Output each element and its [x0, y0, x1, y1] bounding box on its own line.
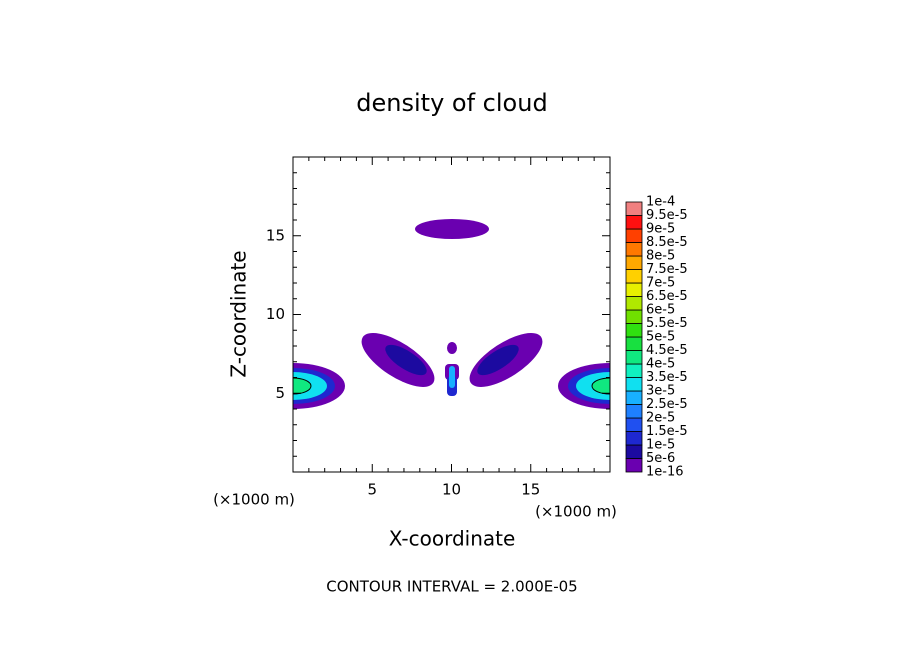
plot-frame: [292, 156, 611, 473]
colorbar-label: 2.5e-5: [646, 397, 688, 412]
colorbar-box: [625, 390, 643, 405]
y-tick-label: 15: [266, 226, 285, 244]
colorbar-label: 3e-5: [646, 384, 675, 399]
colorbar-box: [625, 228, 643, 243]
edge-cloud: [293, 363, 345, 409]
colorbar-label: 6.5e-5: [646, 289, 688, 304]
footer: CONTOUR INTERVAL = 2.000E-05: [326, 578, 577, 596]
x-tick-label: 10: [442, 481, 461, 499]
colorbar-box: [625, 323, 643, 338]
colorbar-label: 6e-5: [646, 303, 675, 318]
colorbar-label: 7.5e-5: [646, 262, 688, 277]
colorbar-label: 9.5e-5: [646, 208, 688, 223]
colorbar-box: [625, 282, 643, 297]
edge-cloud: [558, 363, 610, 409]
x-unit: (×1000 m): [535, 503, 617, 521]
colorbar-box: [625, 458, 643, 473]
colorbar-box: [625, 431, 643, 446]
colorbar-label: 4e-5: [646, 357, 675, 372]
cloud-region: [449, 366, 455, 388]
colorbar-label: 1e-16: [646, 465, 684, 480]
colorbar-label: 8e-5: [646, 249, 675, 264]
colorbar-box: [625, 377, 643, 392]
y-tick-label: 5: [275, 384, 285, 402]
contour-field: [293, 219, 610, 409]
cloud-region: [447, 342, 457, 354]
y-tick-label: 10: [266, 305, 285, 323]
colorbar-box: [625, 215, 643, 230]
colorbar-label: 1e-4: [646, 195, 675, 210]
colorbar-box: [625, 255, 643, 270]
y-axis-label: Z-coordinate: [227, 250, 251, 377]
colorbar-box: [625, 350, 643, 365]
colorbar-label: 8.5e-5: [646, 235, 688, 250]
cloud-region: [415, 219, 489, 239]
x-tick-label: 15: [521, 481, 540, 499]
colorbar-label: 1e-5: [646, 438, 675, 453]
colorbar-box: [625, 296, 643, 311]
y-unit: (×1000 m): [213, 491, 295, 509]
colorbar-box: [625, 404, 643, 419]
colorbar-box: [625, 242, 643, 257]
colorbar-box: [625, 363, 643, 378]
colorbar-label: 5e-5: [646, 330, 675, 345]
colorbar-box: [625, 309, 643, 324]
colorbar-box: [625, 269, 643, 284]
colorbar-label: 4.5e-5: [646, 343, 688, 358]
colorbar-label: 3.5e-5: [646, 370, 688, 385]
colorbar-label: 5e-6: [646, 451, 675, 466]
colorbar-label: 5.5e-5: [646, 316, 688, 331]
x-axis-label: X-coordinate: [389, 527, 516, 551]
chart-title: density of cloud: [356, 89, 547, 117]
colorbar-label: 1.5e-5: [646, 424, 688, 439]
colorbar-label: 7e-5: [646, 276, 675, 291]
colorbar-box: [625, 444, 643, 459]
colorbar-box: [625, 417, 643, 432]
colorbar-box: [625, 336, 643, 351]
colorbar-label: 2e-5: [646, 411, 675, 426]
cloud-region: [477, 344, 519, 376]
colorbar-box: [625, 201, 643, 216]
x-tick-label: 5: [367, 481, 377, 499]
colorbar-label: 9e-5: [646, 222, 675, 237]
cloud-region: [385, 344, 427, 376]
